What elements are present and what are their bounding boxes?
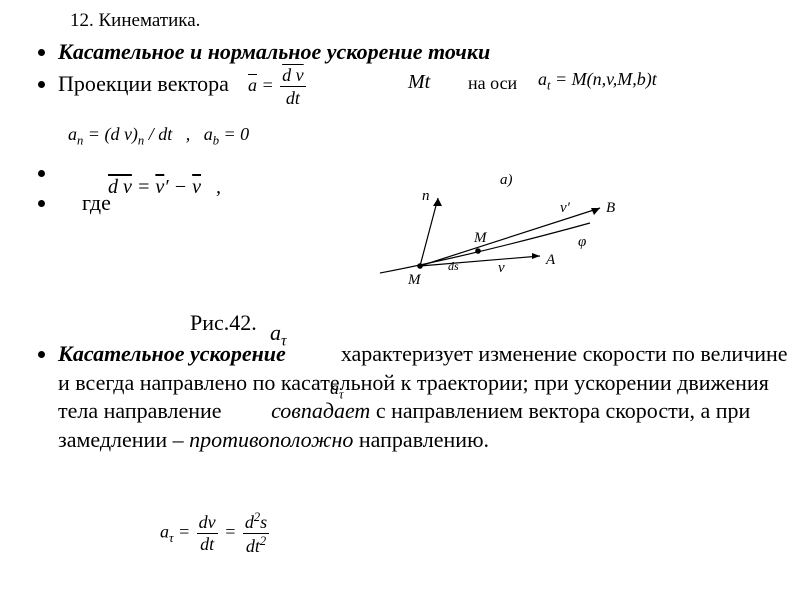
body-t5: направлению.: [359, 427, 489, 452]
an-tail: / dt: [144, 124, 172, 144]
sub-n: n: [77, 134, 83, 148]
overlay-Mt: Mt: [408, 70, 430, 95]
den-dt: dt: [280, 86, 306, 110]
fin-f2-den-sup: 2: [260, 534, 266, 548]
fin-sub: τ: [169, 531, 174, 545]
proj-text: Проекции вектора: [58, 71, 229, 96]
dv-eq: =: [137, 176, 156, 198]
figure-svg: a) n M M ds v v′ A B φ: [350, 168, 650, 308]
fig-label-B: B: [606, 200, 615, 216]
sym-ab-a: a: [204, 124, 213, 144]
fig-label-v: v: [498, 260, 505, 276]
ab-body: = 0: [224, 124, 250, 144]
an-body: = (d v)n / dt: [88, 124, 177, 144]
fin-eq2: =: [224, 522, 241, 542]
formula-atau-final: aτ = dv dt = d2s dt2: [160, 510, 271, 557]
fin-frac1: dv dt: [197, 512, 218, 555]
fig-label-M: M: [407, 272, 422, 288]
bullet-bottom: Касательное ускорение характеризует изме…: [58, 340, 790, 454]
dv-v2: v: [192, 176, 201, 198]
figure-42: a) n M M ds v v′ A B φ: [350, 168, 650, 308]
fin-eq1: =: [178, 522, 195, 542]
sub-t: t: [547, 78, 551, 92]
gde-text: где: [82, 190, 111, 215]
eq-sign: =: [262, 75, 274, 95]
fin-a: a: [160, 522, 169, 542]
fig-label-ds: ds: [448, 259, 459, 273]
fig-label-Mb: M: [473, 230, 488, 246]
heading-tangential-normal: Касательное и нормальное ускорение точки: [58, 39, 490, 64]
body-t4: противоположно: [189, 427, 353, 452]
slide: 12. Кинематика. Касательное и нормальное…: [0, 0, 800, 600]
atau2-a: a: [330, 378, 339, 398]
dv-comma: ,: [216, 176, 221, 198]
sym-an-a: a: [68, 124, 77, 144]
formula-at-overlay: at = M(n,v,M,b)t: [538, 68, 657, 94]
dv-minus: −: [174, 176, 193, 198]
overlay-body: M(n,v,M,b)t: [572, 69, 657, 89]
num-dv: d v: [282, 65, 304, 85]
a-tau-overlay-2: aτ: [330, 378, 344, 403]
fin-f1-den: dt: [197, 533, 218, 555]
fig-label-a: a): [500, 172, 513, 188]
comma: ,: [186, 124, 191, 144]
sym-a: a: [538, 69, 547, 89]
formula-a-eq-dv-dt: a = d v dt: [248, 64, 308, 110]
fin-f1-num: dv: [197, 512, 218, 533]
fin-f2-d: d: [245, 512, 254, 532]
dv-prime: ′: [164, 176, 168, 198]
formula-dv: d v = v′ − v ,: [108, 176, 221, 199]
body-t2: совпадает: [271, 398, 370, 423]
slide-number-title: 12. Кинематика.: [70, 10, 780, 32]
fig-label-vprime: v′: [560, 200, 571, 216]
fig-label-A: A: [545, 252, 556, 268]
dv-lhs: d v: [108, 176, 132, 198]
dv-v1: v: [155, 176, 164, 198]
sub-b: b: [213, 134, 219, 148]
bottom-paragraph: Касательное ускорение характеризует изме…: [30, 340, 790, 454]
figure-caption: Рис.42.: [190, 310, 257, 336]
fin-frac2: d2s dt2: [243, 510, 269, 557]
fin-f2-dt: dt: [246, 536, 260, 556]
bullet-2: Проекции вектора a = d v dt Mt на оси at…: [58, 70, 780, 150]
formula-an-ab: an = (d v)n / dt , ab = 0: [68, 123, 780, 149]
bold-kasat-uskor: Касательное ускорение: [58, 341, 286, 366]
bullet-1: Касательное и нормальное ускорение точки: [58, 38, 780, 66]
fin-f2-s: s: [260, 512, 267, 532]
fig-label-n: n: [422, 188, 430, 204]
an-body-main: = (d v): [88, 124, 138, 144]
fraction-dvdt: d v dt: [280, 64, 306, 110]
bullet-list-top: Касательное и нормальное ускорение точки…: [30, 38, 780, 149]
sym-a-bar: a: [248, 75, 257, 95]
fig-label-phi: φ: [578, 234, 586, 250]
atau2-sub: τ: [339, 388, 344, 402]
eq2: =: [555, 69, 572, 89]
text-na-osi: на оси: [468, 72, 517, 95]
